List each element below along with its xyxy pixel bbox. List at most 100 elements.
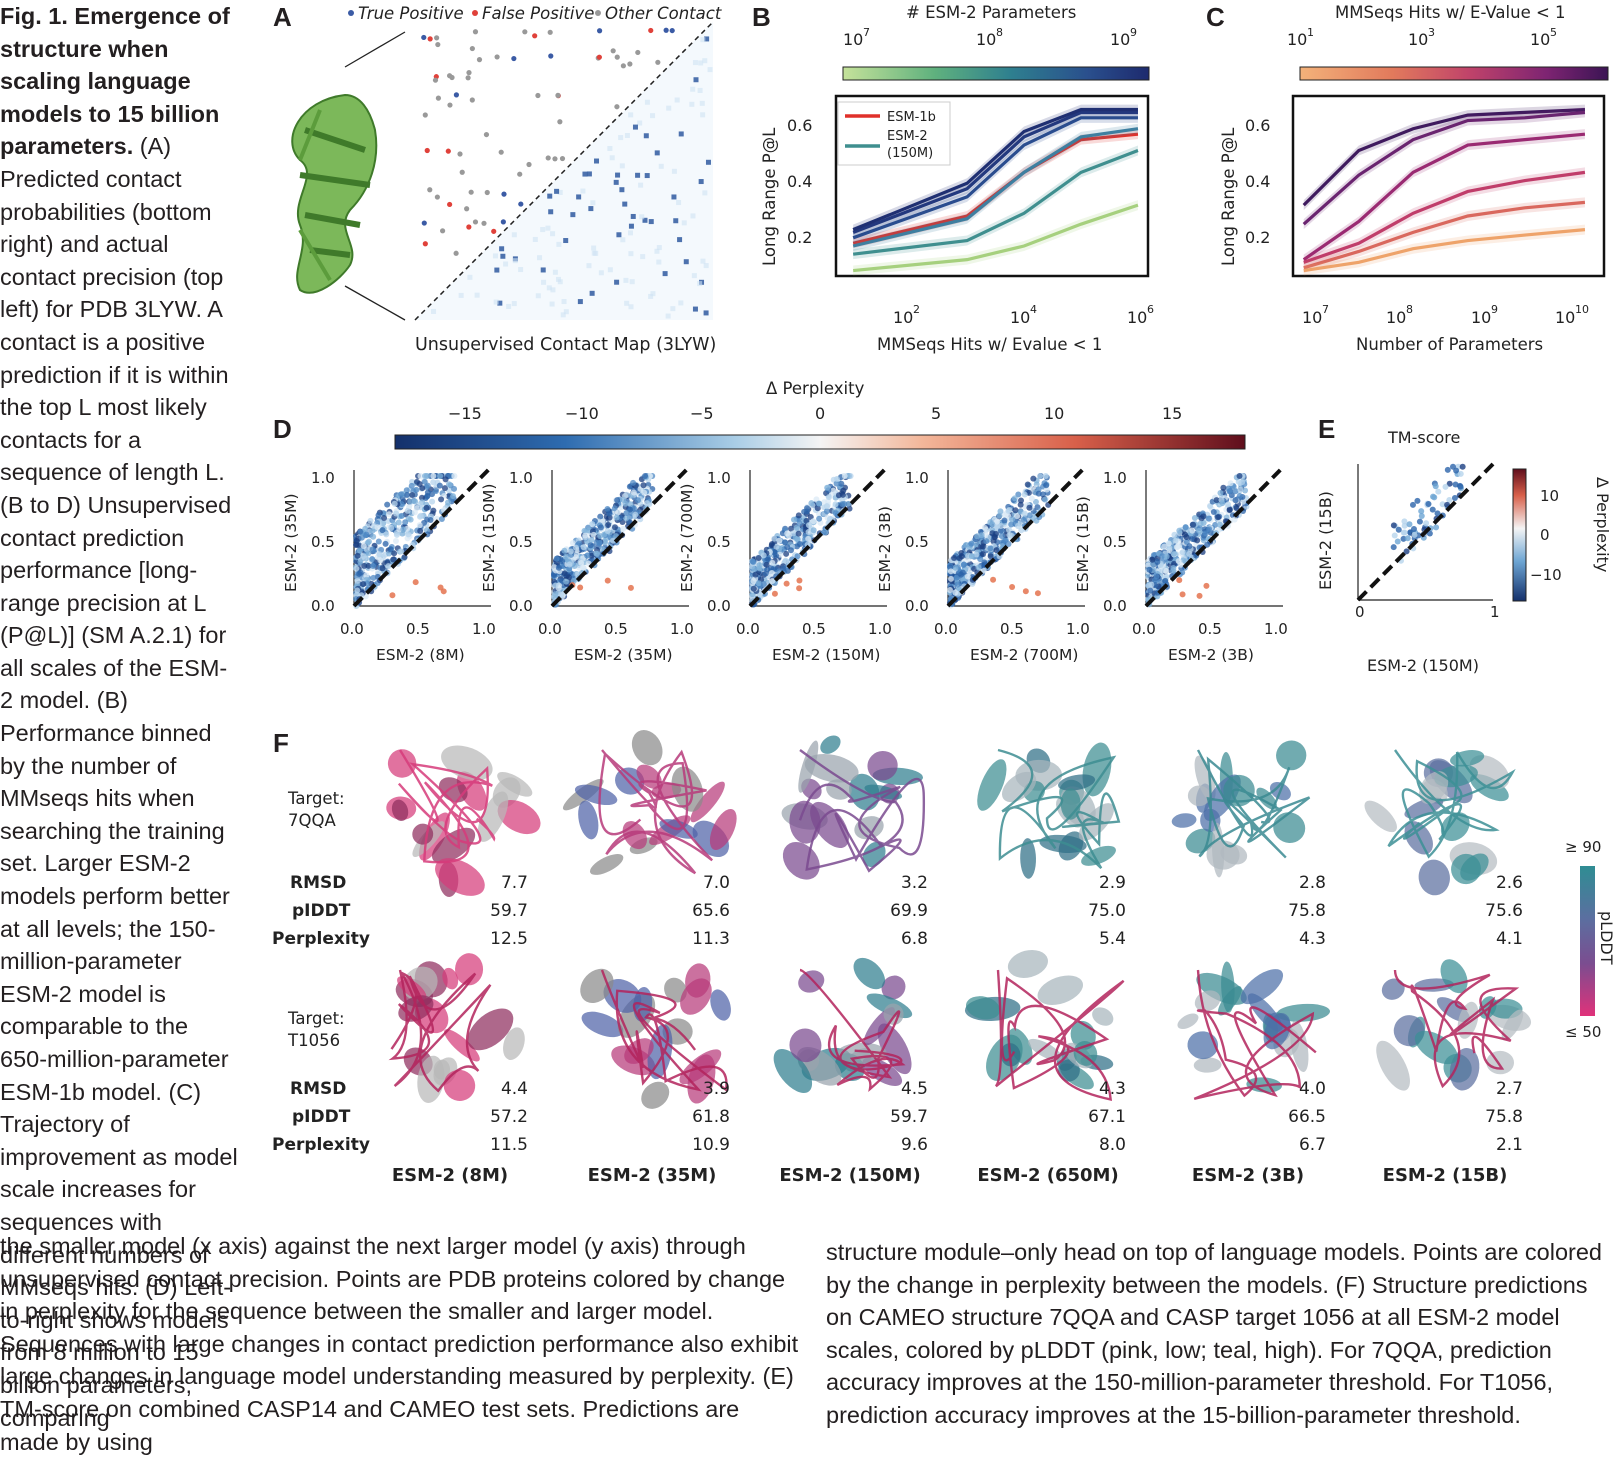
c-cbar-tick-2: 10 xyxy=(1408,30,1428,49)
panel-c-xticks: 10 7 10 8 10 9 10 10 xyxy=(1302,303,1589,327)
b-cbar-tick-1: 10 xyxy=(843,30,863,49)
scatter-point xyxy=(948,575,955,582)
scatter-point xyxy=(369,546,376,553)
scatter-point xyxy=(790,516,797,523)
series-line xyxy=(852,203,1139,273)
scatter-point xyxy=(451,473,458,480)
scatter-point xyxy=(356,547,363,554)
scatter-point xyxy=(1429,506,1436,513)
scatter-point xyxy=(416,522,423,529)
f-stat-value: 59.7 xyxy=(490,901,528,921)
contact-prob-cell xyxy=(590,200,596,206)
f-stat-value: 5.4 xyxy=(1099,929,1126,949)
b-cbar-exp-3: 9 xyxy=(1130,26,1137,39)
contact-prob-cell xyxy=(703,310,709,316)
f-stat-value: 4.3 xyxy=(1099,1079,1126,1099)
scatter-point xyxy=(808,500,815,507)
scatter-plot-5: 0.0 0.0 0.5 0.5 1.0 1.0 ESM-2 (3B) ESM-2 (15B) xyxy=(1074,468,1288,664)
scatter-point xyxy=(833,480,840,487)
scatter-point xyxy=(1005,526,1012,533)
scatter-point xyxy=(1147,587,1154,594)
scatter-point xyxy=(804,541,811,548)
scatter-point xyxy=(588,537,595,544)
scatter-point xyxy=(566,561,573,568)
scatter-point xyxy=(412,579,419,586)
contact-prob-cell xyxy=(556,241,562,247)
scatter-point xyxy=(1043,482,1050,489)
scatter-point xyxy=(620,525,627,532)
f-stat-value: 4.4 xyxy=(501,1079,528,1099)
scatter-point xyxy=(1217,490,1224,497)
scatter-point xyxy=(1406,521,1413,528)
scatter-point xyxy=(379,527,386,534)
series-line xyxy=(852,116,1138,240)
scatter-point xyxy=(1012,507,1019,514)
contact-prob-cell xyxy=(628,304,634,310)
scatter-point xyxy=(980,567,987,574)
contact-prob-cell xyxy=(560,312,566,318)
panel-b-xlabel: MMSeqs Hits w/ Evalue < 1 xyxy=(877,335,1102,354)
scatter-point xyxy=(365,550,372,557)
scatter-point xyxy=(982,524,989,531)
scatter-point xyxy=(805,528,812,535)
contact-prob-cell xyxy=(540,267,546,273)
scatter-point xyxy=(398,512,405,519)
scatter-point xyxy=(783,550,790,557)
scatter-point xyxy=(405,531,412,538)
contact-prob-cell xyxy=(702,190,708,196)
scatter-point xyxy=(573,544,580,551)
contact-prob-cell xyxy=(613,179,619,185)
c-ytick-3: 0.6 xyxy=(1245,116,1270,135)
scatter-point xyxy=(1165,540,1172,547)
series-line xyxy=(1302,110,1586,226)
scatter-point xyxy=(839,491,846,498)
scatter-point xyxy=(1146,566,1153,573)
scatter-point xyxy=(1227,480,1234,487)
scatter-point xyxy=(796,520,803,527)
scatter-point xyxy=(1394,538,1401,545)
scatter-point xyxy=(424,482,431,489)
contact-prob-cell xyxy=(699,100,705,106)
legend-other-contact: Other Contact xyxy=(605,4,722,23)
scatter-point xyxy=(771,549,778,556)
d-xtick: 0.0 xyxy=(340,620,364,638)
contact-prob-cell xyxy=(697,87,703,93)
f-stat-value: 9.6 xyxy=(901,1135,928,1155)
panel-c: MMSeqs Hits w/ E-Value < 1 10 1 10 3 10 … xyxy=(1219,3,1609,354)
contact-marker xyxy=(427,187,433,193)
contact-prob-cell xyxy=(467,274,473,280)
f-stat-value: 2.9 xyxy=(1099,873,1126,893)
scatter-point xyxy=(381,515,388,522)
scatter-point xyxy=(1179,591,1186,598)
contact-marker xyxy=(518,201,524,207)
scatter-point xyxy=(423,473,430,480)
contact-prob-cell xyxy=(698,179,704,185)
scatter-point xyxy=(1014,513,1021,520)
contact-prob-cell xyxy=(598,270,604,276)
scatter-point xyxy=(597,524,604,531)
scatter-point xyxy=(1236,492,1243,499)
contact-prob-cell xyxy=(577,299,583,305)
contact-prob-cell xyxy=(500,253,506,259)
panel-letter-a: A xyxy=(273,2,292,32)
scatter-point xyxy=(1236,473,1243,480)
f-stat-value: 65.6 xyxy=(692,901,730,921)
scatter-point xyxy=(1242,487,1249,494)
scatter-point xyxy=(391,550,398,557)
f-stat-value: 3.2 xyxy=(901,873,928,893)
contact-marker xyxy=(545,155,551,161)
scatter-point xyxy=(389,592,396,599)
f-stat-value: 7.7 xyxy=(501,873,528,893)
scatter-point xyxy=(429,498,436,505)
contact-map-caption: Unsupervised Contact Map (3LYW) xyxy=(415,335,716,355)
panel-d-colorbar-ticks: −15 −10 −5 0 5 10 15 xyxy=(448,404,1182,423)
scatter-point xyxy=(978,532,985,539)
scatter-point xyxy=(1015,491,1022,498)
scatter-point xyxy=(823,508,830,515)
scatter-point xyxy=(958,553,965,560)
scatter-point xyxy=(998,533,1005,540)
contact-marker xyxy=(445,148,451,154)
f-stat-value: 4.0 xyxy=(1299,1079,1326,1099)
scatter-point xyxy=(590,531,597,538)
scatter-point xyxy=(561,547,568,554)
